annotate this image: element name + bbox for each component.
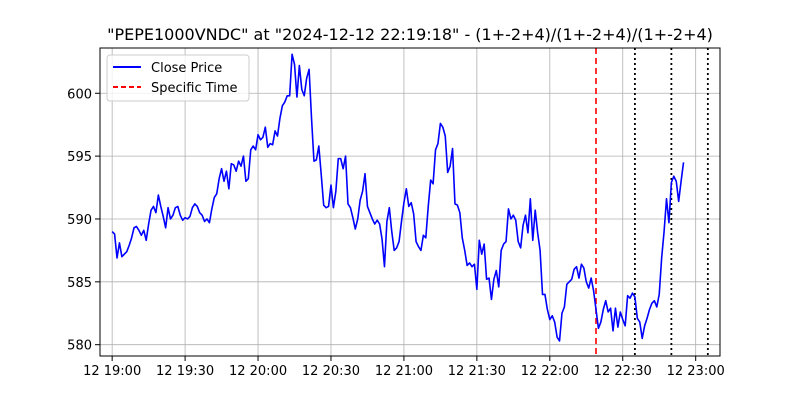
time-markers <box>595 48 709 356</box>
close-price-line <box>111 53 685 342</box>
chart-title: "PEPE1000VNDC" at "2024-12-12 22:19:18" … <box>107 25 713 44</box>
x-tick-label: 12 23:00 <box>667 364 725 379</box>
ticks: 12 19:00 12 19:30 12 20:00 12 20:30 12 21:00… <box>67 87 725 379</box>
x-tick-label: 12 19:30 <box>156 364 214 379</box>
y-tick-label: 580 <box>67 339 92 354</box>
y-tick-label: 590 <box>67 213 92 228</box>
x-tick-label: 12 22:00 <box>521 364 579 379</box>
x-tick-label: 12 21:30 <box>448 364 506 379</box>
x-tick-label: 12 20:00 <box>229 364 287 379</box>
x-tick-label: 12 21:00 <box>375 364 433 379</box>
legend-box <box>106 54 250 102</box>
x-tick-label: 12 19:00 <box>83 364 141 379</box>
y-tick-label: 595 <box>67 150 92 165</box>
grid <box>100 48 720 356</box>
x-tick-label: 12 22:30 <box>594 364 652 379</box>
series-layer <box>111 53 685 342</box>
plot-frame <box>99 47 721 357</box>
y-tick-label: 585 <box>67 276 92 291</box>
x-tick-label: 12 20:30 <box>302 364 360 379</box>
legend: Close Price Specific Time <box>106 54 250 102</box>
legend-specific-time-label: Specific Time <box>151 81 238 96</box>
y-tick-label: 600 <box>67 87 92 102</box>
legend-close-price-label: Close Price <box>151 61 222 76</box>
